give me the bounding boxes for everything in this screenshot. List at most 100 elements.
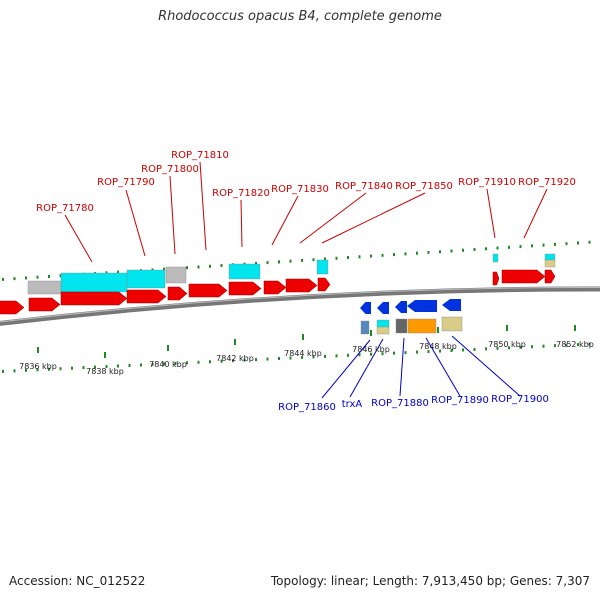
scale-tick xyxy=(302,334,304,340)
scale-tick-label: 7844 kbp xyxy=(284,349,322,358)
forward-label-leader xyxy=(486,188,496,239)
backbone-line xyxy=(0,286,600,326)
forward-gene-label[interactable]: ROP_71820 xyxy=(212,188,270,199)
scale-dot xyxy=(531,244,533,248)
forward-gene-label[interactable]: ROP_71840 xyxy=(335,181,393,192)
scale-dot xyxy=(301,355,303,359)
scale-dot xyxy=(347,353,349,357)
scale-dot xyxy=(25,368,27,372)
scale-dot xyxy=(163,267,165,271)
feature-box xyxy=(544,253,556,261)
scale-dot xyxy=(232,359,234,363)
forward-gene-label[interactable]: ROP_71850 xyxy=(395,181,453,192)
scale-dot xyxy=(542,344,545,348)
feature-box xyxy=(228,263,261,280)
scale-dot xyxy=(243,358,246,362)
scale-dot xyxy=(496,246,499,250)
reverse-label-leader xyxy=(425,337,461,397)
scale-dot xyxy=(416,350,418,354)
forward-label-leader xyxy=(199,161,207,251)
scale-dot xyxy=(393,351,395,355)
feature-box xyxy=(165,266,187,284)
scale-dot xyxy=(473,347,476,351)
backbone-highlight xyxy=(0,286,600,323)
reverse-gene-label[interactable]: ROP_71900 xyxy=(491,394,549,405)
scale-dot xyxy=(358,255,361,259)
forward-gene-label[interactable]: ROP_71910 xyxy=(458,177,516,188)
reverse-gene-label[interactable]: ROP_71890 xyxy=(431,395,489,406)
scale-dot xyxy=(577,343,579,347)
scale-dot xyxy=(324,354,326,358)
forward-gene-label[interactable]: ROP_71810 xyxy=(171,150,229,161)
scale-tick-label: 7850 kbp xyxy=(488,340,526,349)
forward-gene-label[interactable]: ROP_71780 xyxy=(36,203,94,214)
feature-box xyxy=(126,269,166,289)
reverse-gene-label[interactable]: ROP_71880 xyxy=(371,398,429,409)
forward-gene-arrow xyxy=(0,300,25,315)
scale-dot xyxy=(71,366,73,370)
forward-gene-arrow xyxy=(228,281,262,296)
scale-dot xyxy=(117,364,119,368)
scale-dot xyxy=(278,260,280,264)
forward-gene-arrow xyxy=(126,289,167,304)
scale-dot xyxy=(370,254,372,258)
feature-box xyxy=(360,320,370,335)
reverse-label-leader xyxy=(399,337,405,397)
scale-dot xyxy=(36,368,39,372)
feature-box xyxy=(316,259,329,275)
scale-dot xyxy=(25,276,27,280)
gene-labels: ROP_71780 ROP_71790 ROP_71800 ROP_71810 ROP_… xyxy=(36,150,576,413)
scale-tick xyxy=(167,345,169,351)
scale-dot xyxy=(324,257,326,261)
feature-box xyxy=(27,280,62,295)
scale-dot xyxy=(577,241,579,245)
scale-tick xyxy=(37,347,39,353)
reverse-gene-label[interactable]: ROP_71860 xyxy=(278,402,336,413)
forward-gene-arrow xyxy=(544,269,556,284)
forward-gene-arrow xyxy=(285,278,318,293)
scale-dot xyxy=(393,253,395,257)
scale-dot xyxy=(508,245,510,249)
feature-box xyxy=(376,326,390,335)
scale-dot xyxy=(381,352,384,356)
forward-gene-arrow xyxy=(501,269,546,284)
scale-tick-label: 7842 kbp xyxy=(216,354,254,363)
scale-dot xyxy=(485,347,487,351)
forward-gene-label[interactable]: ROP_71800 xyxy=(141,164,199,175)
reverse-label-leader xyxy=(349,338,384,398)
scale-dot xyxy=(496,346,499,350)
forward-label-leader xyxy=(125,189,146,257)
scale-dot xyxy=(163,362,165,366)
reverse-gene-label[interactable]: trxA xyxy=(342,399,363,410)
scale-dot xyxy=(439,349,441,353)
forward-gene-label[interactable]: ROP_71790 xyxy=(97,177,155,188)
forward-gene-label[interactable]: ROP_71830 xyxy=(271,184,329,195)
scale-dot xyxy=(255,358,257,362)
scale-dot xyxy=(519,245,522,249)
scale-dot xyxy=(128,364,131,368)
forward-label-leader xyxy=(169,175,176,255)
scale-dot xyxy=(82,366,85,370)
scale-dot xyxy=(174,361,177,365)
scale-tick-label: 7836 kbp xyxy=(19,362,57,371)
scale-dot xyxy=(94,365,96,369)
scale-dot xyxy=(565,242,568,246)
scale-dots xyxy=(2,240,591,373)
scale-tick-label: 7848 kbp xyxy=(419,342,457,351)
scale-dot xyxy=(301,258,303,262)
scale-dot xyxy=(13,369,16,373)
reverse-gene-arrow xyxy=(395,301,407,313)
scale-dot xyxy=(117,270,119,274)
forward-gene-label[interactable]: ROP_71920 xyxy=(518,177,576,188)
scale-tick-label: 7846 kbp xyxy=(352,345,390,354)
scale-dot xyxy=(565,343,568,347)
scale-dot xyxy=(289,259,292,263)
scale-dot xyxy=(266,357,269,361)
scale-dot xyxy=(220,359,223,363)
feature-box xyxy=(395,318,408,334)
scale-dot xyxy=(358,353,361,357)
scale-dot xyxy=(439,250,441,254)
feature-box xyxy=(376,319,390,328)
feature-box xyxy=(407,318,437,334)
